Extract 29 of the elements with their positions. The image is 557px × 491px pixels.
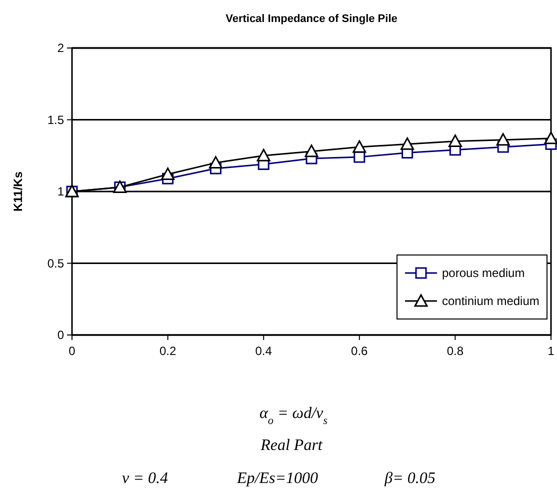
x-tick-label: 0.6 (351, 344, 368, 358)
point (304, 144, 318, 158)
point (161, 168, 175, 180)
x-tick-label: 1 (548, 344, 555, 358)
point (448, 134, 462, 148)
text: Ep/Es=1000 (236, 470, 318, 487)
x-tick-label: 0.4 (255, 344, 272, 358)
point (352, 140, 366, 153)
y-tick-label: 1 (57, 184, 64, 198)
text: β= 0.05 (384, 470, 436, 487)
point (544, 132, 557, 144)
x-tick-label: 0.2 (159, 344, 176, 358)
point (256, 148, 270, 162)
y-tick-label: 1.5 (47, 112, 64, 127)
y-tick-label: 0 (57, 328, 64, 342)
point (400, 137, 414, 150)
x-axis-title: α$_{o}$ = ωd/v$_{s}$ (260, 405, 328, 427)
point (496, 133, 510, 146)
point (208, 156, 222, 169)
text: Real Part (260, 437, 323, 454)
legend-label: continium medium (442, 294, 540, 308)
y-axis-title: K11/Ks (11, 171, 25, 212)
legend-label: porous medium (442, 266, 525, 280)
text: ν = 0.4 (122, 470, 168, 487)
y-tick-label: 2 (57, 41, 64, 55)
y-tick-label: 0.5 (47, 256, 64, 270)
x-tick-label: 0.8 (446, 344, 464, 358)
x-tick-label: 0 (68, 344, 76, 358)
chart-title: Vertical Impedance of Single Pile (226, 13, 398, 25)
